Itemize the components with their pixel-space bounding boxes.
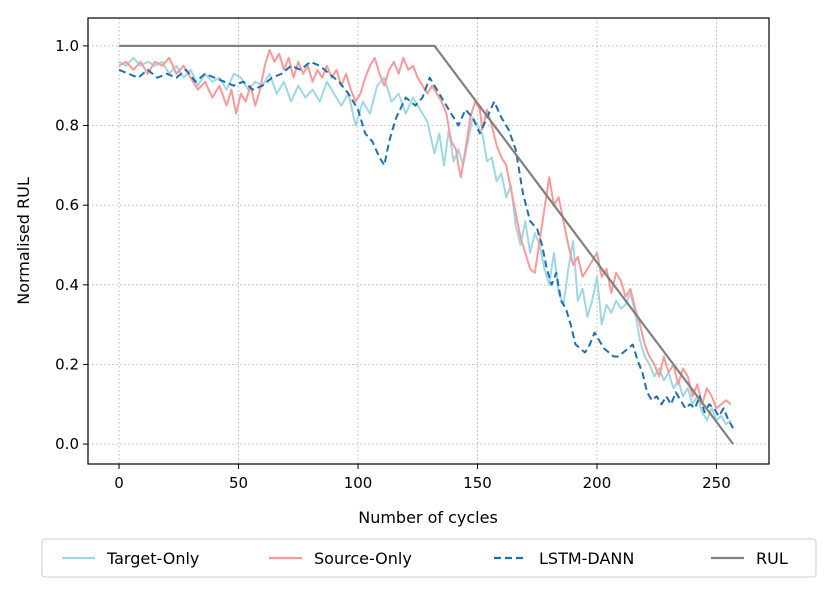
- legend: Target-Only Source-Only LSTM-DANN RUL: [41, 538, 817, 578]
- legend-label-target-only: Target-Only: [106, 549, 199, 568]
- x-axis-label: Number of cycles: [358, 508, 498, 527]
- x-tick-label: 100: [344, 474, 373, 492]
- y-tick-label: 0.4: [55, 276, 79, 294]
- y-tick-label: 0.6: [55, 196, 79, 214]
- series-line-rul: [119, 44, 735, 445]
- axis-ticks: 0 50 100 150 200 250 0.0 0.2 0.4 0.6 0.8 1.0: [55, 37, 731, 492]
- y-axis-label: Normalised RUL: [14, 177, 33, 305]
- series-line-lstm-dann: [118, 60, 735, 429]
- series-line-source-only: [118, 48, 732, 410]
- y-tick-label: 0.8: [55, 117, 79, 135]
- x-tick-label: 50: [229, 474, 248, 492]
- plot-frame: [87, 17, 770, 465]
- x-tick-label: 150: [463, 474, 492, 492]
- y-tick-label: 0.0: [55, 435, 79, 453]
- series-lines: [118, 44, 735, 445]
- y-tick-label: 0.2: [55, 355, 79, 373]
- x-tick-label: 0: [114, 474, 124, 492]
- legend-label-rul: RUL: [756, 549, 788, 568]
- legend-label-source-only: Source-Only: [314, 549, 412, 568]
- legend-frame: [41, 538, 817, 578]
- x-tick-label: 200: [583, 474, 612, 492]
- y-tick-label: 1.0: [55, 37, 79, 55]
- series-line-target-only: [118, 56, 732, 426]
- legend-label-lstm-dann: LSTM-DANN: [539, 549, 634, 568]
- x-tick-label: 250: [702, 474, 731, 492]
